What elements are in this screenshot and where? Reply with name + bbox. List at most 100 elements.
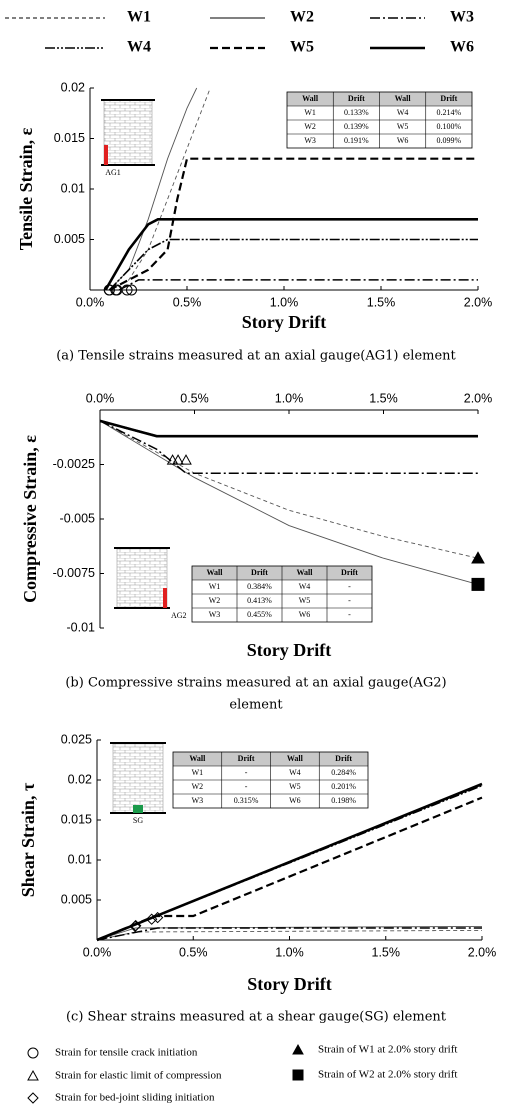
table-cell: - [348, 596, 351, 605]
legend-label: W5 [290, 39, 314, 56]
x-tick-label: 2.0% [464, 391, 493, 405]
y-tick-label: 0.005 [61, 892, 92, 906]
table-header: Drift [335, 754, 352, 763]
table-cell: 0.201% [331, 782, 356, 791]
y-tick-label: -0.0075 [53, 566, 95, 580]
wall-icon [112, 742, 164, 814]
table-cell: W4 [397, 108, 409, 117]
y-axis-title: Compressive Strain, ε [20, 435, 40, 603]
x-tick-label: 0.5% [173, 295, 202, 309]
marker-legend-label: Strain of W2 at 2.0% story drift [318, 1069, 457, 1081]
table-cell: W2 [304, 122, 316, 131]
table-cell: W4 [289, 768, 301, 777]
x-tick-label: 0.0% [76, 295, 105, 309]
gauge-label: AG2 [171, 611, 187, 620]
table-header: Wall [206, 568, 223, 577]
x-tick-label: 1.0% [275, 945, 304, 959]
y-tick-label: -0.0025 [53, 457, 95, 471]
marker-legend-label: Strain for elastic limit of compression [55, 1070, 222, 1082]
table-cell: W4 [299, 582, 311, 591]
series-line [108, 238, 478, 291]
y-tick-label: 0.01 [68, 852, 92, 866]
x-tick-label: 1.0% [275, 391, 304, 405]
marker [151, 911, 164, 924]
table-cell: W6 [289, 796, 301, 805]
series-line [96, 927, 482, 941]
y-tick-label: 0.015 [54, 131, 85, 145]
y-tick-label: 0.01 [61, 181, 85, 195]
series-line [109, 87, 211, 291]
table-header: Drift [348, 94, 365, 103]
series-line [99, 420, 479, 559]
table-header: Drift [341, 568, 358, 577]
table-cell: - [348, 610, 351, 619]
y-tick-label: 0.02 [61, 80, 85, 94]
caption: (a) Tensile strains measured at an axial… [56, 349, 456, 364]
table-cell: 0.455% [247, 610, 272, 619]
table-cell: W1 [192, 768, 204, 777]
series-line [99, 419, 478, 438]
legend-label: W4 [127, 39, 151, 56]
y-tick-label: 0.02 [68, 772, 92, 786]
series-line [108, 157, 478, 291]
table-cell: W3 [304, 136, 316, 145]
marker [471, 577, 485, 591]
marker-legend-label: Strain for tensile crack initiation [55, 1047, 198, 1059]
series-line [99, 420, 478, 474]
legend-label: W6 [450, 39, 474, 56]
table-cell: W3 [192, 796, 204, 805]
x-axis-title: Story Drift [247, 974, 331, 994]
marker [292, 1069, 304, 1081]
x-tick-label: 2.0% [468, 945, 497, 959]
table-cell: W5 [289, 782, 301, 791]
table-header: Drift [440, 94, 457, 103]
series-line [99, 420, 479, 585]
series-line [99, 420, 478, 437]
wall-icon [103, 99, 153, 166]
table-cell: W6 [397, 136, 409, 145]
y-axis-title: Tensile Strain, ε [16, 127, 36, 250]
table-header: Wall [302, 94, 319, 103]
y-tick-label: 0.015 [61, 812, 92, 826]
table-header: Drift [251, 568, 268, 577]
table-cell: W5 [397, 122, 409, 131]
series-line [104, 218, 478, 291]
y-axis-title: Shear Strain, τ [18, 782, 38, 897]
table-cell: 0.284% [331, 768, 356, 777]
marker [27, 1069, 39, 1081]
table-header: Wall [296, 568, 313, 577]
gauge-label: AG1 [105, 168, 121, 177]
gauge [163, 588, 167, 608]
caption: element [229, 698, 283, 713]
table-cell: 0.198% [331, 796, 356, 805]
caption: (b) Compressive strains measured at an a… [65, 676, 446, 691]
marker [126, 284, 138, 296]
marker [129, 920, 141, 933]
x-tick-label: 2.0% [464, 295, 493, 309]
x-tick-label: 0.0% [83, 945, 112, 959]
table-cell: W6 [299, 610, 311, 619]
marker [103, 284, 115, 296]
table-cell: 0.100% [437, 122, 462, 131]
x-tick-label: 1.5% [367, 295, 396, 309]
table-cell: W3 [209, 610, 221, 619]
marker [471, 551, 485, 564]
gauge [104, 145, 108, 165]
marker-legend-label: Strain of W1 at 2.0% story drift [318, 1044, 457, 1056]
series-line [96, 782, 483, 942]
x-tick-label: 1.0% [270, 295, 299, 309]
y-tick-label: 0.005 [54, 232, 85, 246]
marker [292, 1043, 304, 1055]
table-cell: 0.214% [437, 108, 462, 117]
gauge [133, 805, 143, 813]
y-tick-label: -0.005 [60, 511, 95, 525]
marker [27, 1092, 39, 1104]
table-cell: W1 [209, 582, 221, 591]
series-line [96, 796, 483, 942]
table-cell: W2 [192, 782, 204, 791]
table-cell: W2 [209, 596, 221, 605]
legend-label: W1 [127, 9, 151, 26]
wall-icon [116, 547, 168, 609]
x-axis-title: Story Drift [247, 640, 331, 660]
